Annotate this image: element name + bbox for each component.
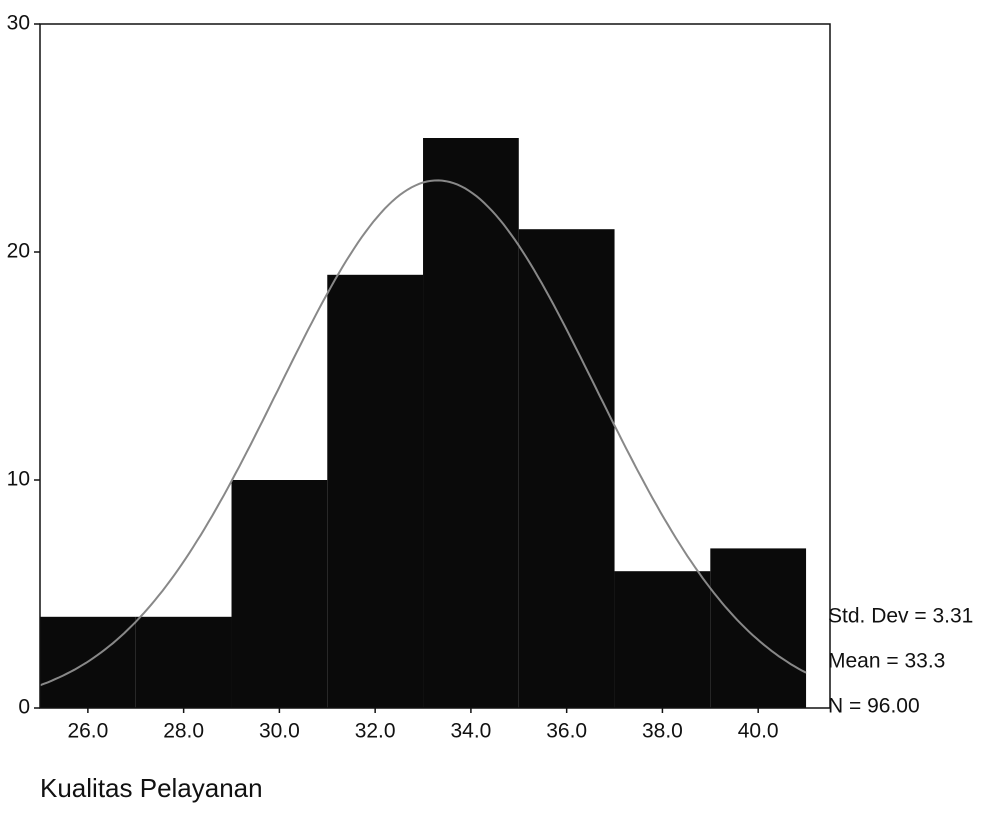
bar — [710, 548, 806, 708]
x-tick-label: 30.0 — [259, 720, 300, 743]
y-tick-label: 20 — [7, 240, 30, 263]
x-tick-label: 34.0 — [450, 720, 491, 743]
x-tick-label: 38.0 — [642, 720, 683, 743]
page: {"chart_data": {"type": "histogram", "x_… — [0, 0, 1004, 838]
stat-label: Std. Dev = 3.31 — [828, 605, 973, 628]
bar — [232, 480, 328, 708]
bar — [423, 138, 519, 708]
stat-label: Mean = 33.3 — [828, 650, 945, 673]
x-tick-label: 28.0 — [163, 720, 204, 743]
x-tick-label: 36.0 — [546, 720, 587, 743]
bar — [136, 617, 232, 708]
x-tick-label: 32.0 — [355, 720, 396, 743]
y-tick-label: 30 — [7, 12, 30, 35]
x-tick-label: 40.0 — [738, 720, 779, 743]
x-axis-title: Kualitas Pelayanan — [40, 773, 263, 803]
y-tick-label: 10 — [7, 468, 30, 491]
y-tick-label: 0 — [18, 696, 30, 719]
bar — [615, 571, 711, 708]
stat-label: N = 96.00 — [828, 695, 920, 718]
x-tick-label: 26.0 — [67, 720, 108, 743]
bar — [327, 275, 423, 708]
chart: Kualitas Pelayanan Std. Dev = 3.31 Mean =… — [0, 0, 1004, 838]
bar — [519, 229, 615, 708]
